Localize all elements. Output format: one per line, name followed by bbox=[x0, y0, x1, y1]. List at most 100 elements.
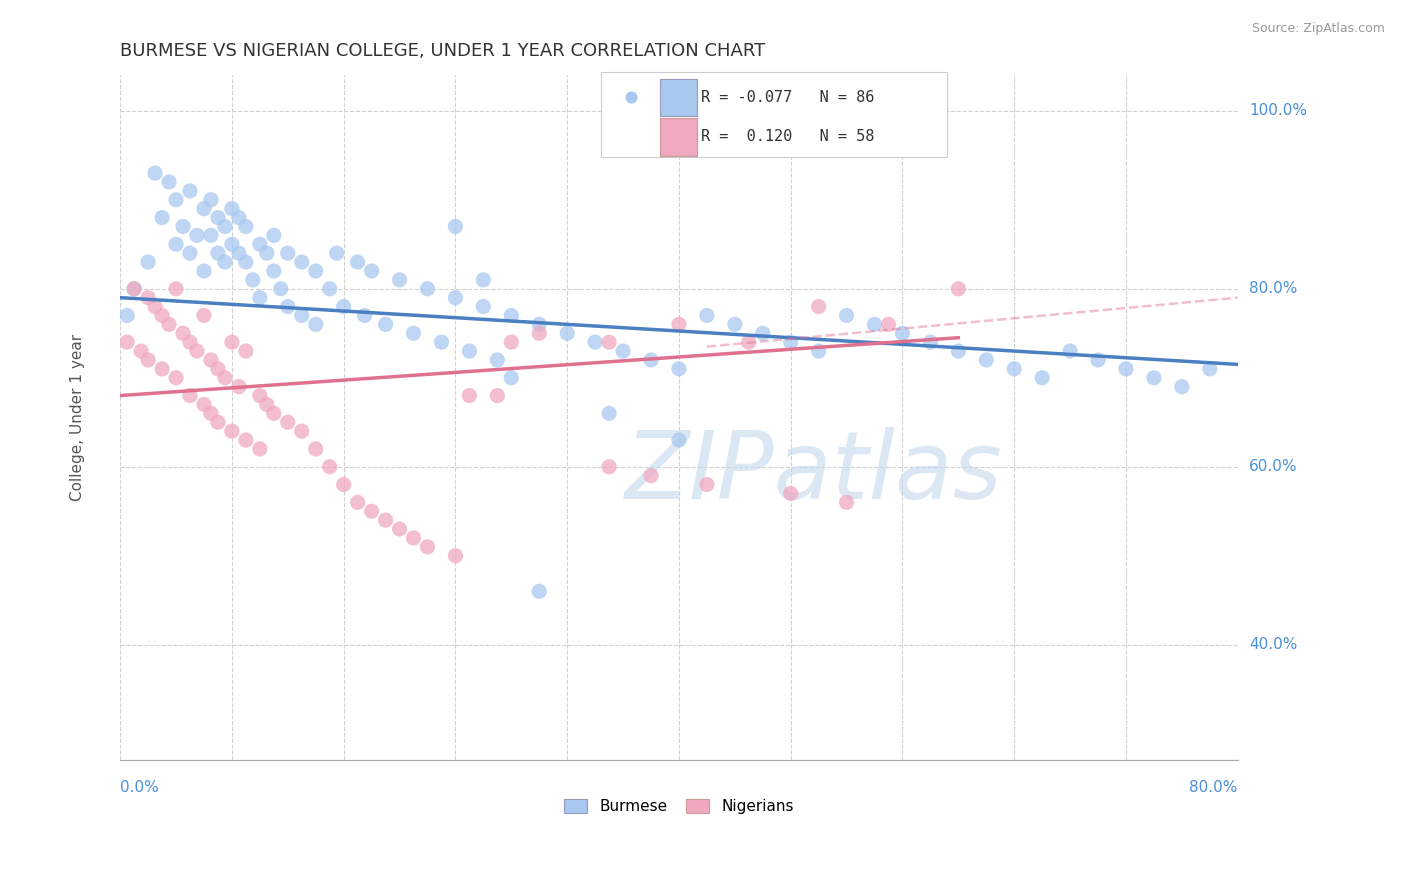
Point bbox=[529, 584, 551, 599]
Point bbox=[221, 424, 243, 438]
Point bbox=[221, 237, 243, 252]
Point bbox=[472, 300, 495, 314]
Point bbox=[529, 326, 551, 341]
Point bbox=[696, 477, 718, 491]
Point bbox=[179, 335, 201, 350]
Point bbox=[200, 353, 222, 368]
Point bbox=[360, 504, 382, 518]
Point bbox=[1031, 370, 1053, 384]
Point bbox=[948, 344, 970, 359]
Text: R =  0.120   N = 58: R = 0.120 N = 58 bbox=[702, 129, 875, 145]
Point bbox=[200, 228, 222, 243]
Bar bbox=[659, 78, 697, 117]
Legend: Burmese, Nigerians: Burmese, Nigerians bbox=[564, 799, 793, 814]
Point bbox=[200, 193, 222, 207]
Point bbox=[388, 522, 411, 536]
Point bbox=[835, 495, 858, 509]
Point bbox=[486, 388, 509, 402]
Point bbox=[1059, 344, 1081, 359]
Point bbox=[668, 433, 690, 447]
Text: 80.0%: 80.0% bbox=[1249, 281, 1298, 296]
Point bbox=[277, 415, 299, 429]
Point bbox=[207, 362, 229, 376]
Point bbox=[221, 202, 243, 216]
Point bbox=[416, 282, 439, 296]
Point bbox=[640, 353, 662, 368]
Point bbox=[136, 353, 159, 368]
Point bbox=[807, 344, 830, 359]
Point bbox=[193, 397, 215, 411]
Text: 40.0%: 40.0% bbox=[1249, 637, 1298, 652]
Point bbox=[598, 406, 620, 420]
Point bbox=[472, 273, 495, 287]
Point bbox=[1198, 362, 1220, 376]
Point bbox=[249, 291, 271, 305]
Point bbox=[1115, 362, 1137, 376]
Point bbox=[305, 264, 328, 278]
Point bbox=[402, 326, 425, 341]
Point bbox=[221, 335, 243, 350]
Point bbox=[263, 264, 285, 278]
Point bbox=[207, 415, 229, 429]
Point bbox=[291, 424, 314, 438]
Point bbox=[186, 344, 208, 359]
Point bbox=[228, 211, 250, 225]
Point bbox=[738, 335, 761, 350]
Point bbox=[388, 273, 411, 287]
FancyBboxPatch shape bbox=[600, 71, 948, 157]
Point bbox=[165, 237, 187, 252]
Text: ZIPatlas: ZIPatlas bbox=[624, 427, 1002, 518]
Point bbox=[242, 273, 264, 287]
Point bbox=[305, 442, 328, 456]
Bar bbox=[659, 118, 697, 156]
Point bbox=[150, 309, 173, 323]
Point bbox=[249, 388, 271, 402]
Point bbox=[318, 459, 340, 474]
Point bbox=[374, 513, 396, 527]
Point bbox=[640, 468, 662, 483]
Point bbox=[332, 477, 354, 491]
Point bbox=[193, 264, 215, 278]
Point bbox=[807, 300, 830, 314]
Point bbox=[165, 370, 187, 384]
Point bbox=[598, 335, 620, 350]
Text: 0.0%: 0.0% bbox=[120, 780, 159, 795]
Point bbox=[115, 335, 138, 350]
Point bbox=[165, 193, 187, 207]
Point bbox=[115, 309, 138, 323]
Point bbox=[122, 282, 145, 296]
Point bbox=[214, 255, 236, 269]
Point bbox=[332, 300, 354, 314]
Point bbox=[346, 255, 368, 269]
Point bbox=[157, 175, 180, 189]
Point bbox=[157, 318, 180, 332]
Point bbox=[974, 353, 997, 368]
Point bbox=[150, 211, 173, 225]
Point bbox=[1002, 362, 1025, 376]
Point bbox=[748, 132, 770, 146]
Point bbox=[724, 318, 747, 332]
Point bbox=[458, 344, 481, 359]
Point bbox=[122, 282, 145, 296]
Point bbox=[235, 344, 257, 359]
Point bbox=[291, 255, 314, 269]
Point bbox=[263, 228, 285, 243]
Point bbox=[501, 335, 523, 350]
Point bbox=[486, 353, 509, 368]
Point bbox=[444, 549, 467, 563]
Point bbox=[193, 202, 215, 216]
Point bbox=[696, 309, 718, 323]
Point bbox=[228, 379, 250, 393]
Point bbox=[207, 246, 229, 260]
Point bbox=[136, 255, 159, 269]
Point bbox=[228, 246, 250, 260]
Point bbox=[143, 166, 166, 180]
Point bbox=[360, 264, 382, 278]
Point bbox=[325, 246, 347, 260]
Point bbox=[214, 370, 236, 384]
Point bbox=[179, 246, 201, 260]
Text: Source: ZipAtlas.com: Source: ZipAtlas.com bbox=[1251, 22, 1385, 36]
Point bbox=[172, 326, 194, 341]
Point bbox=[458, 388, 481, 402]
Point bbox=[668, 318, 690, 332]
